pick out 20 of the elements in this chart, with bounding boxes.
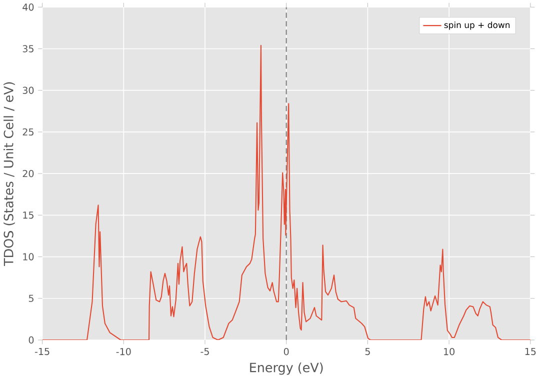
y-tick-label: 30 [22, 86, 34, 94]
y-tick-label: 0 [28, 336, 34, 344]
y-tick-label: 35 [22, 44, 34, 52]
y-tick-label: 10 [23, 253, 34, 260]
x-tick-label: 5 [365, 348, 370, 355]
y-tick-label: 5 [28, 294, 34, 302]
y-tick-label: 15 [23, 211, 34, 219]
x-tick-label: -5 [200, 348, 209, 355]
legend-label: spin up + down [444, 21, 510, 30]
y-tick-label: 25 [22, 128, 34, 136]
y-axis-title: TDOS (States / Unit Cell / eV) [4, 82, 15, 266]
x-tick-label: -10 [116, 348, 131, 356]
x-axis-title: Energy (eV) [250, 362, 323, 375]
line-series [42, 44, 530, 340]
x-tick-label: 15 [525, 348, 536, 355]
x-tick-label: 0 [284, 348, 289, 356]
y-tick-label: 20 [22, 170, 34, 178]
y-tick-label: 40 [22, 3, 34, 11]
x-tick-label: -15 [34, 348, 50, 355]
x-tick-label: 10 [444, 348, 454, 356]
